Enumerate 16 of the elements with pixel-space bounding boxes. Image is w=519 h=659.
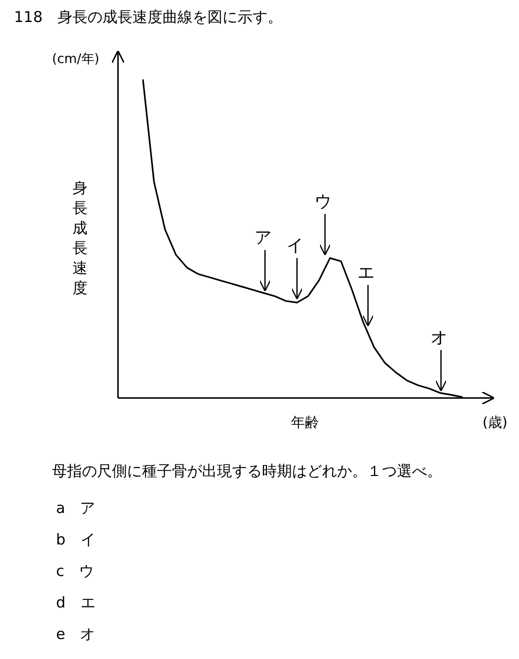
y-axis-title: 身長成長速度: [72, 179, 88, 297]
annotation: オ: [430, 328, 448, 348]
text: e オ: [56, 625, 96, 643]
annotation: ア: [254, 228, 272, 248]
text: (歳): [482, 415, 508, 431]
x-axis-title: 年齢: [291, 415, 319, 431]
annotation: イ: [286, 236, 304, 256]
annotation: ウ: [314, 192, 332, 212]
text: (cm/年): [52, 52, 100, 67]
text: 母指の尺側に種子骨が出現する時期はどれか。１つ選べ。: [52, 462, 442, 480]
text: d エ: [56, 594, 96, 612]
chart-title: 118 身長の成長速度曲線を図に示す。: [14, 8, 283, 26]
text: b イ: [56, 530, 96, 548]
text: c ウ: [56, 562, 94, 580]
annotation: エ: [358, 263, 374, 283]
text: a ア: [56, 499, 96, 517]
